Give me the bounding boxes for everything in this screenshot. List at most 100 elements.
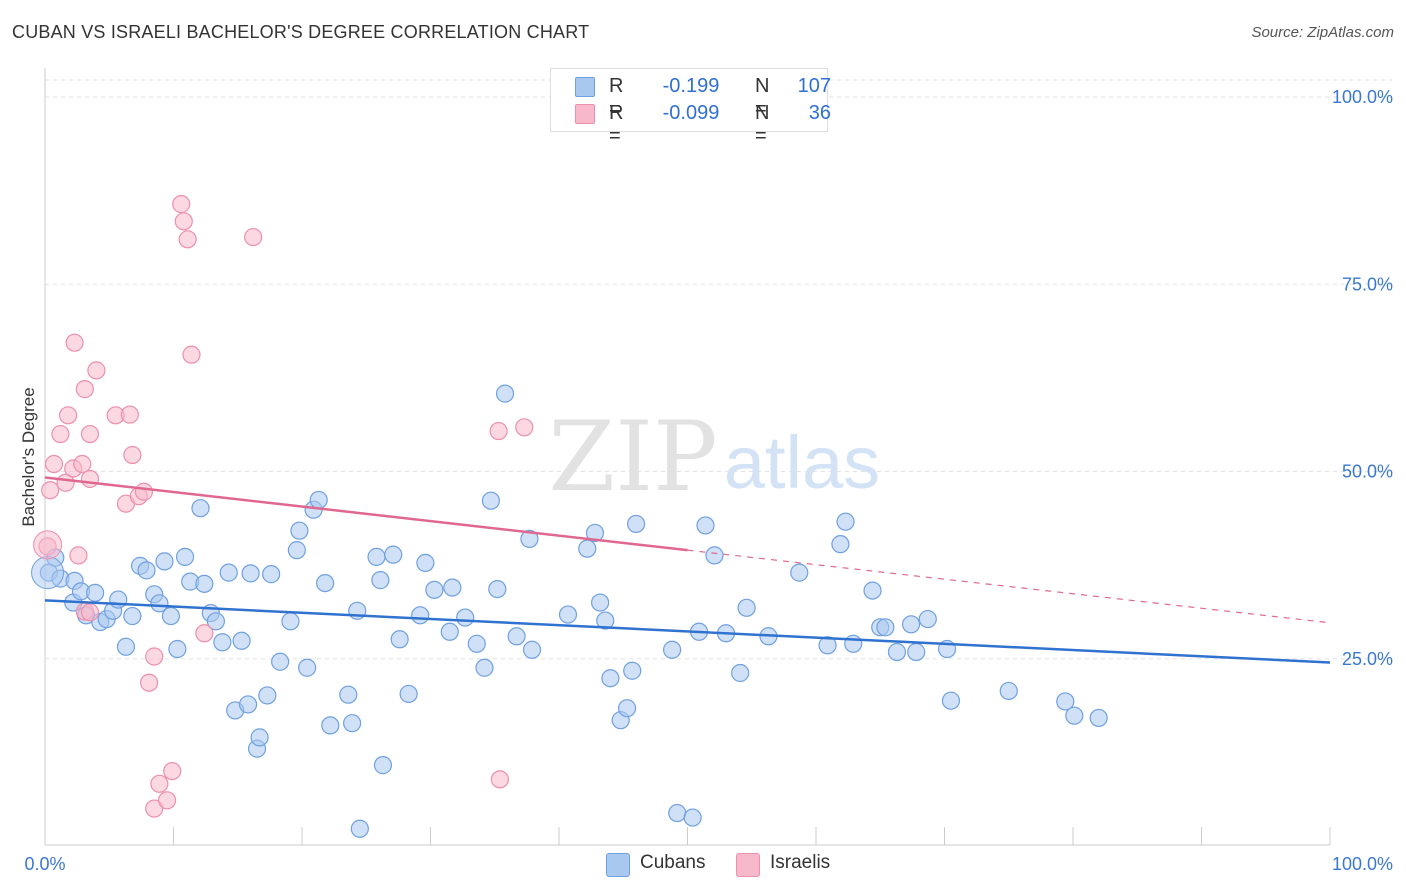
cuban-point xyxy=(168,639,187,659)
cuban-point xyxy=(367,547,386,566)
cuban-point xyxy=(109,590,128,609)
israeli-point xyxy=(515,418,534,437)
cuban-point xyxy=(238,695,258,714)
cuban-point xyxy=(520,529,539,549)
cuban-point xyxy=(371,571,390,590)
watermark-atlas: atlas xyxy=(724,421,880,504)
israeli-point xyxy=(59,406,78,425)
israeli-point xyxy=(80,424,100,444)
israeli-point xyxy=(195,624,214,643)
legend-r-value: -0.199 xyxy=(662,75,720,97)
israeli-point xyxy=(489,421,508,441)
axes xyxy=(44,68,1331,846)
cuban-point xyxy=(232,631,251,650)
israeli-point xyxy=(163,761,182,781)
cuban-point xyxy=(522,640,542,659)
cuban-point xyxy=(907,642,926,662)
cuban-point xyxy=(818,636,837,655)
cuban-point xyxy=(343,714,362,733)
cuban-point xyxy=(416,553,435,572)
cuban-point xyxy=(481,491,500,510)
cuban-point xyxy=(321,716,340,735)
israeli-point xyxy=(80,603,100,622)
y-tick-label: 50.0% xyxy=(1342,462,1393,482)
israeli-point xyxy=(145,799,164,818)
cuban-point xyxy=(918,609,937,629)
cuban-point xyxy=(195,574,214,593)
cuban-point xyxy=(219,563,238,582)
legend-swatch-cubans xyxy=(606,853,630,877)
israeli-point xyxy=(178,230,197,249)
legend-swatch-cubans xyxy=(575,77,595,97)
cuban-point xyxy=(901,615,921,634)
cuban-point xyxy=(31,556,65,590)
cuban-point xyxy=(596,611,615,630)
israeli-point xyxy=(51,424,70,444)
y-tick-label: 100.0% xyxy=(1332,87,1393,107)
legend-r-label: R = xyxy=(609,102,624,147)
israeli-point xyxy=(73,454,92,474)
legend-r-label: R = xyxy=(609,75,624,120)
y-tick-label: 25.0% xyxy=(1342,649,1393,669)
cuban-point xyxy=(662,640,682,659)
cuban-point xyxy=(626,514,646,534)
israeli-point xyxy=(75,380,94,399)
cuban-point xyxy=(258,686,277,705)
source-label: Source: ZipAtlas.com xyxy=(1251,24,1394,41)
cuban-point xyxy=(558,605,578,624)
legend-n-value: 36 xyxy=(808,102,831,124)
legend-n-label: N = xyxy=(755,75,770,120)
israeli-point xyxy=(157,791,177,810)
cuban-point xyxy=(1089,708,1108,728)
legend-label-israelis: Israelis xyxy=(770,852,831,873)
cuban-point xyxy=(623,661,642,680)
cuban-point xyxy=(495,384,515,403)
israeli-point xyxy=(80,469,100,489)
cuban-point xyxy=(887,642,907,662)
cuban-point xyxy=(339,685,358,704)
legend-label-cubans: Cubans xyxy=(640,852,706,873)
cuban-point xyxy=(123,606,142,626)
watermark-zip: ZIP xyxy=(548,401,717,513)
cuban-point xyxy=(316,574,335,593)
cuban-point xyxy=(863,581,882,600)
israeli-point xyxy=(139,673,159,692)
israeli-point xyxy=(244,227,263,247)
israeli-point xyxy=(145,647,164,666)
israeli-point xyxy=(65,333,84,352)
israeli-point xyxy=(182,345,201,364)
cubans-trend-line xyxy=(44,599,1331,664)
cuban-point xyxy=(213,633,232,652)
israelis-trend-line-extension xyxy=(687,549,1331,624)
cuban-point xyxy=(443,578,462,597)
cuban-point xyxy=(601,669,620,688)
cuban-point xyxy=(488,579,507,599)
x-tick-label: 100.0% xyxy=(1332,854,1393,874)
israeli-point xyxy=(174,212,193,231)
watermark: ZIP atlas xyxy=(548,401,880,513)
israelis-trend-line xyxy=(44,476,688,552)
legend-r-value: -0.099 xyxy=(662,102,720,124)
cuban-point xyxy=(585,523,605,543)
tick-labels: 25.0% 50.0% 75.0% 100.0% 0.0% 100.0% xyxy=(24,87,1393,874)
cuban-point xyxy=(281,612,300,631)
cuban-point xyxy=(456,608,475,627)
israeli-point xyxy=(123,445,142,465)
cuban-point xyxy=(137,561,156,580)
cuban-point xyxy=(683,808,702,827)
cuban-point xyxy=(1056,692,1075,711)
cuban-point xyxy=(384,545,403,564)
y-axis-label: Bachelor's Degree xyxy=(19,387,38,526)
cuban-point xyxy=(507,627,526,646)
cuban-point xyxy=(116,637,136,656)
israeli-point xyxy=(150,774,169,793)
cuban-point xyxy=(250,728,269,747)
cuban-point xyxy=(399,684,418,704)
cuban-point xyxy=(390,630,409,649)
legend-n-label: N = xyxy=(755,102,770,147)
cuban-point xyxy=(206,612,226,631)
scatter-points xyxy=(31,195,1108,838)
cuban-point xyxy=(1065,706,1084,725)
legend-n-value: 107 xyxy=(797,75,831,97)
cuban-point xyxy=(876,618,895,637)
